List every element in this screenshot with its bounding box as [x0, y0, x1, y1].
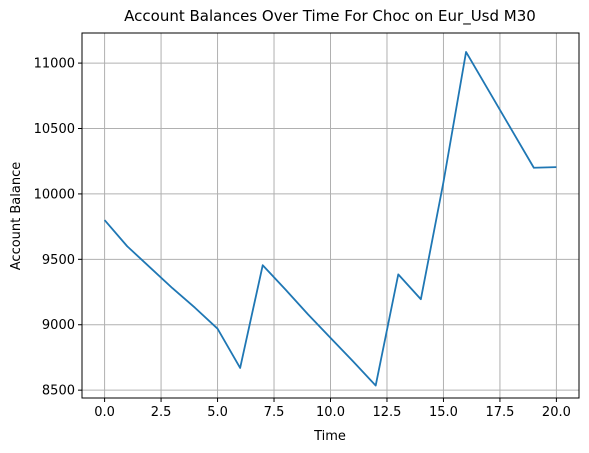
x-tick-label: 17.5: [485, 405, 514, 420]
chart-title: Account Balances Over Time For Choc on E…: [124, 7, 536, 26]
axis-ticks: 0.0 2.5 5.0 7.5 10.0 12.5 15.0 17.5 20.0 8500 9000…: [34, 57, 571, 420]
y-axis-label: Account Balance: [9, 162, 24, 270]
y-tick-label: 9000: [42, 318, 75, 333]
x-tick-label: 5.0: [207, 405, 228, 420]
y-tick-label: 8500: [42, 384, 75, 399]
x-tick-label: 12.5: [373, 405, 402, 420]
x-tick-label: 0.0: [94, 405, 115, 420]
x-tick-label: 15.0: [429, 405, 458, 420]
x-tick-label: 7.5: [264, 405, 285, 420]
x-tick-label: 2.5: [151, 405, 172, 420]
y-tick-label: 10500: [34, 122, 75, 137]
x-tick-label: 20.0: [542, 405, 571, 420]
y-tick-label: 11000: [34, 57, 75, 72]
series-line: [103, 51, 557, 387]
series-layer: [103, 51, 557, 387]
y-tick-label: 10000: [34, 187, 75, 202]
grid: [82, 33, 579, 398]
x-axis-label: Time: [313, 429, 346, 444]
y-tick-label: 9500: [42, 253, 75, 268]
x-tick-label: 10.0: [316, 405, 345, 420]
